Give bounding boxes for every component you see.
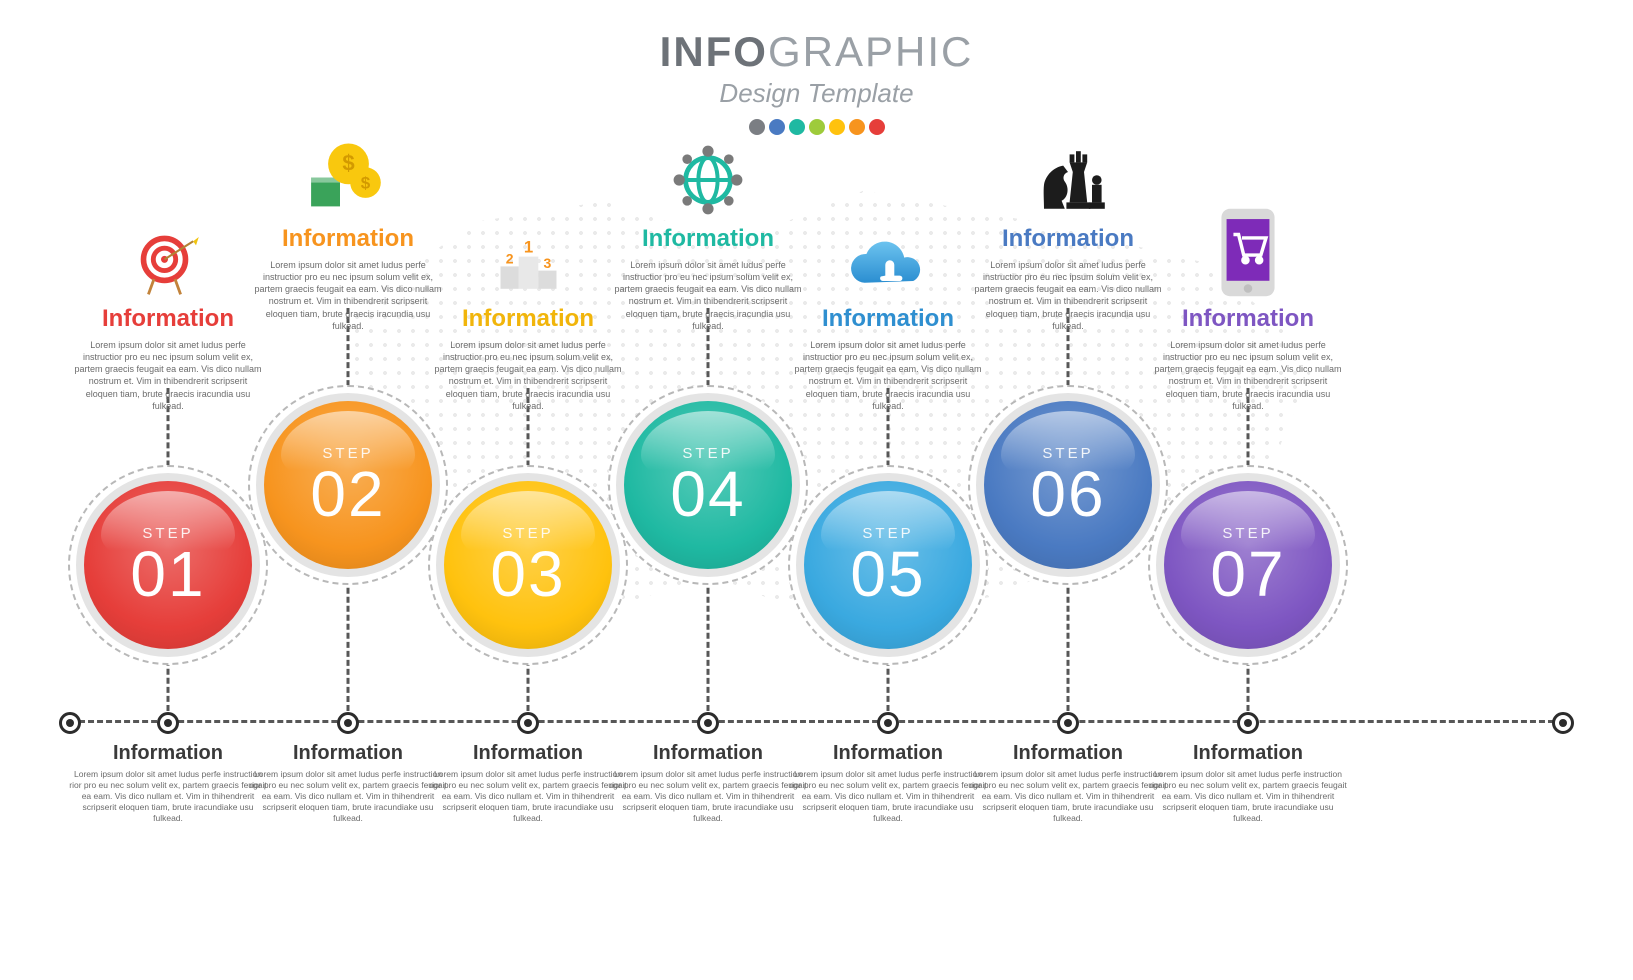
bottom-info-title: Information bbox=[428, 742, 628, 765]
top-info-title: Information bbox=[253, 225, 443, 253]
bottom-info-title: Information bbox=[68, 742, 268, 765]
globe-network-icon bbox=[648, 130, 768, 220]
bottom-info-title: Information bbox=[788, 742, 988, 765]
step-number: 03 bbox=[490, 542, 565, 606]
step-number: 02 bbox=[310, 462, 385, 526]
step-number: 06 bbox=[1030, 462, 1105, 526]
step-number: 07 bbox=[1210, 542, 1285, 606]
top-info-body: Lorem ipsum dolor sit amet ludus perfe i… bbox=[433, 339, 623, 412]
podium-icon: 1 2 3 bbox=[468, 210, 588, 300]
step-label: STEP bbox=[322, 445, 373, 462]
mobile-cart-icon bbox=[1188, 210, 1308, 300]
infographic-stage: STEP01 InformationLorem ipsum dolor sit … bbox=[0, 130, 1633, 980]
top-info-body: Lorem ipsum dolor sit amet ludus perfe i… bbox=[793, 339, 983, 412]
cloud-like-icon bbox=[843, 235, 933, 300]
step-label: STEP bbox=[502, 525, 553, 542]
timeline-node bbox=[517, 712, 539, 734]
top-info-body: Lorem ipsum dolor sit amet ludus perfe i… bbox=[1153, 339, 1343, 412]
step-number: 04 bbox=[670, 462, 745, 526]
bottom-info-block: Information Lorem ipsum dolor sit amet lu… bbox=[428, 742, 628, 824]
bottom-info-title: Information bbox=[608, 742, 808, 765]
timeline-end-node bbox=[1552, 712, 1574, 734]
coins-icon: $ $ bbox=[306, 135, 391, 220]
bottom-info-block: Information Lorem ipsum dolor sit amet lu… bbox=[248, 742, 448, 824]
bottom-info-title: Information bbox=[968, 742, 1168, 765]
step-circle: STEP01 bbox=[68, 465, 268, 665]
top-info-title: Information bbox=[433, 305, 623, 333]
top-info-title: Information bbox=[973, 225, 1163, 253]
step-circle: STEP04 bbox=[608, 385, 808, 585]
timeline-node bbox=[877, 712, 899, 734]
chess-icon bbox=[1008, 130, 1128, 220]
target-icon bbox=[133, 230, 203, 300]
top-info-block: Information Lorem ipsum dolor sit amet lu… bbox=[613, 225, 803, 332]
bottom-info-block: Information Lorem ipsum dolor sit amet lu… bbox=[68, 742, 268, 824]
top-info-block: Information Lorem ipsum dolor sit amet lu… bbox=[73, 305, 263, 412]
timeline-node bbox=[337, 712, 359, 734]
step-label: STEP bbox=[1042, 445, 1093, 462]
top-info-title: Information bbox=[73, 305, 263, 333]
title-light: GRAPHIC bbox=[768, 28, 973, 75]
timeline-node bbox=[157, 712, 179, 734]
step-circle: STEP06 bbox=[968, 385, 1168, 585]
bottom-info-block: Information Lorem ipsum dolor sit amet lu… bbox=[608, 742, 808, 824]
header: INFOGRAPHIC Design Template bbox=[0, 0, 1633, 140]
timeline-node bbox=[1057, 712, 1079, 734]
globe-network-icon bbox=[668, 140, 748, 220]
subtitle: Design Template bbox=[0, 78, 1633, 109]
top-info-title: Information bbox=[1153, 305, 1343, 333]
step-circle: STEP05 bbox=[788, 465, 988, 665]
top-info-body: Lorem ipsum dolor sit amet ludus perfe i… bbox=[973, 259, 1163, 332]
step-label: STEP bbox=[682, 445, 733, 462]
step-circle: STEP07 bbox=[1148, 465, 1348, 665]
bottom-info-body: Lorem ipsum dolor sit amet ludus perfe i… bbox=[788, 769, 988, 824]
top-info-block: Information Lorem ipsum dolor sit amet lu… bbox=[973, 225, 1163, 332]
bottom-info-body: Lorem ipsum dolor sit amet ludus perfe i… bbox=[248, 769, 448, 824]
step-label: STEP bbox=[142, 525, 193, 542]
timeline-node bbox=[1237, 712, 1259, 734]
step-circle: STEP03 bbox=[428, 465, 628, 665]
svg-text:$: $ bbox=[342, 151, 354, 176]
top-info-block: Information Lorem ipsum dolor sit amet lu… bbox=[253, 225, 443, 332]
bottom-info-body: Lorem ipsum dolor sit amet ludus perfe i… bbox=[428, 769, 628, 824]
timeline-node bbox=[697, 712, 719, 734]
main-title: INFOGRAPHIC bbox=[0, 28, 1633, 76]
timeline-axis bbox=[70, 720, 1563, 723]
top-info-block: Information Lorem ipsum dolor sit amet lu… bbox=[433, 305, 623, 412]
podium-icon: 1 2 3 bbox=[486, 230, 571, 300]
svg-text:1: 1 bbox=[523, 237, 532, 256]
chess-icon bbox=[1028, 140, 1108, 220]
top-info-block: Information Lorem ipsum dolor sit amet lu… bbox=[1153, 305, 1343, 412]
target-icon bbox=[108, 210, 228, 300]
mobile-cart-icon bbox=[1218, 205, 1278, 300]
bottom-info-body: Lorem ipsum dolor sit amet ludus perfe i… bbox=[1148, 769, 1348, 824]
bottom-info-body: Lorem ipsum dolor sit amet ludus perfe i… bbox=[68, 769, 268, 824]
step-label: STEP bbox=[1222, 525, 1273, 542]
bottom-info-body: Lorem ipsum dolor sit amet ludus perfe i… bbox=[608, 769, 808, 824]
bottom-info-block: Information Lorem ipsum dolor sit amet lu… bbox=[968, 742, 1168, 824]
bottom-info-body: Lorem ipsum dolor sit amet ludus perfe i… bbox=[968, 769, 1168, 824]
svg-text:$: $ bbox=[360, 174, 370, 193]
top-info-body: Lorem ipsum dolor sit amet ludus perfe i… bbox=[253, 259, 443, 332]
top-info-title: Information bbox=[793, 305, 983, 333]
bottom-info-title: Information bbox=[1148, 742, 1348, 765]
step-label: STEP bbox=[862, 525, 913, 542]
coins-icon: $ $ bbox=[288, 130, 408, 220]
top-info-title: Information bbox=[613, 225, 803, 253]
svg-text:3: 3 bbox=[543, 255, 551, 271]
bottom-info-block: Information Lorem ipsum dolor sit amet lu… bbox=[788, 742, 988, 824]
step-number: 01 bbox=[130, 542, 205, 606]
cloud-like-icon bbox=[828, 210, 948, 300]
title-bold: INFO bbox=[660, 28, 768, 75]
top-info-body: Lorem ipsum dolor sit amet ludus perfe i… bbox=[613, 259, 803, 332]
timeline-end-node bbox=[59, 712, 81, 734]
step-circle: STEP02 bbox=[248, 385, 448, 585]
top-info-block: Information Lorem ipsum dolor sit amet lu… bbox=[793, 305, 983, 412]
top-info-body: Lorem ipsum dolor sit amet ludus perfe i… bbox=[73, 339, 263, 412]
svg-text:2: 2 bbox=[505, 251, 513, 267]
step-number: 05 bbox=[850, 542, 925, 606]
bottom-info-title: Information bbox=[248, 742, 448, 765]
bottom-info-block: Information Lorem ipsum dolor sit amet lu… bbox=[1148, 742, 1348, 824]
